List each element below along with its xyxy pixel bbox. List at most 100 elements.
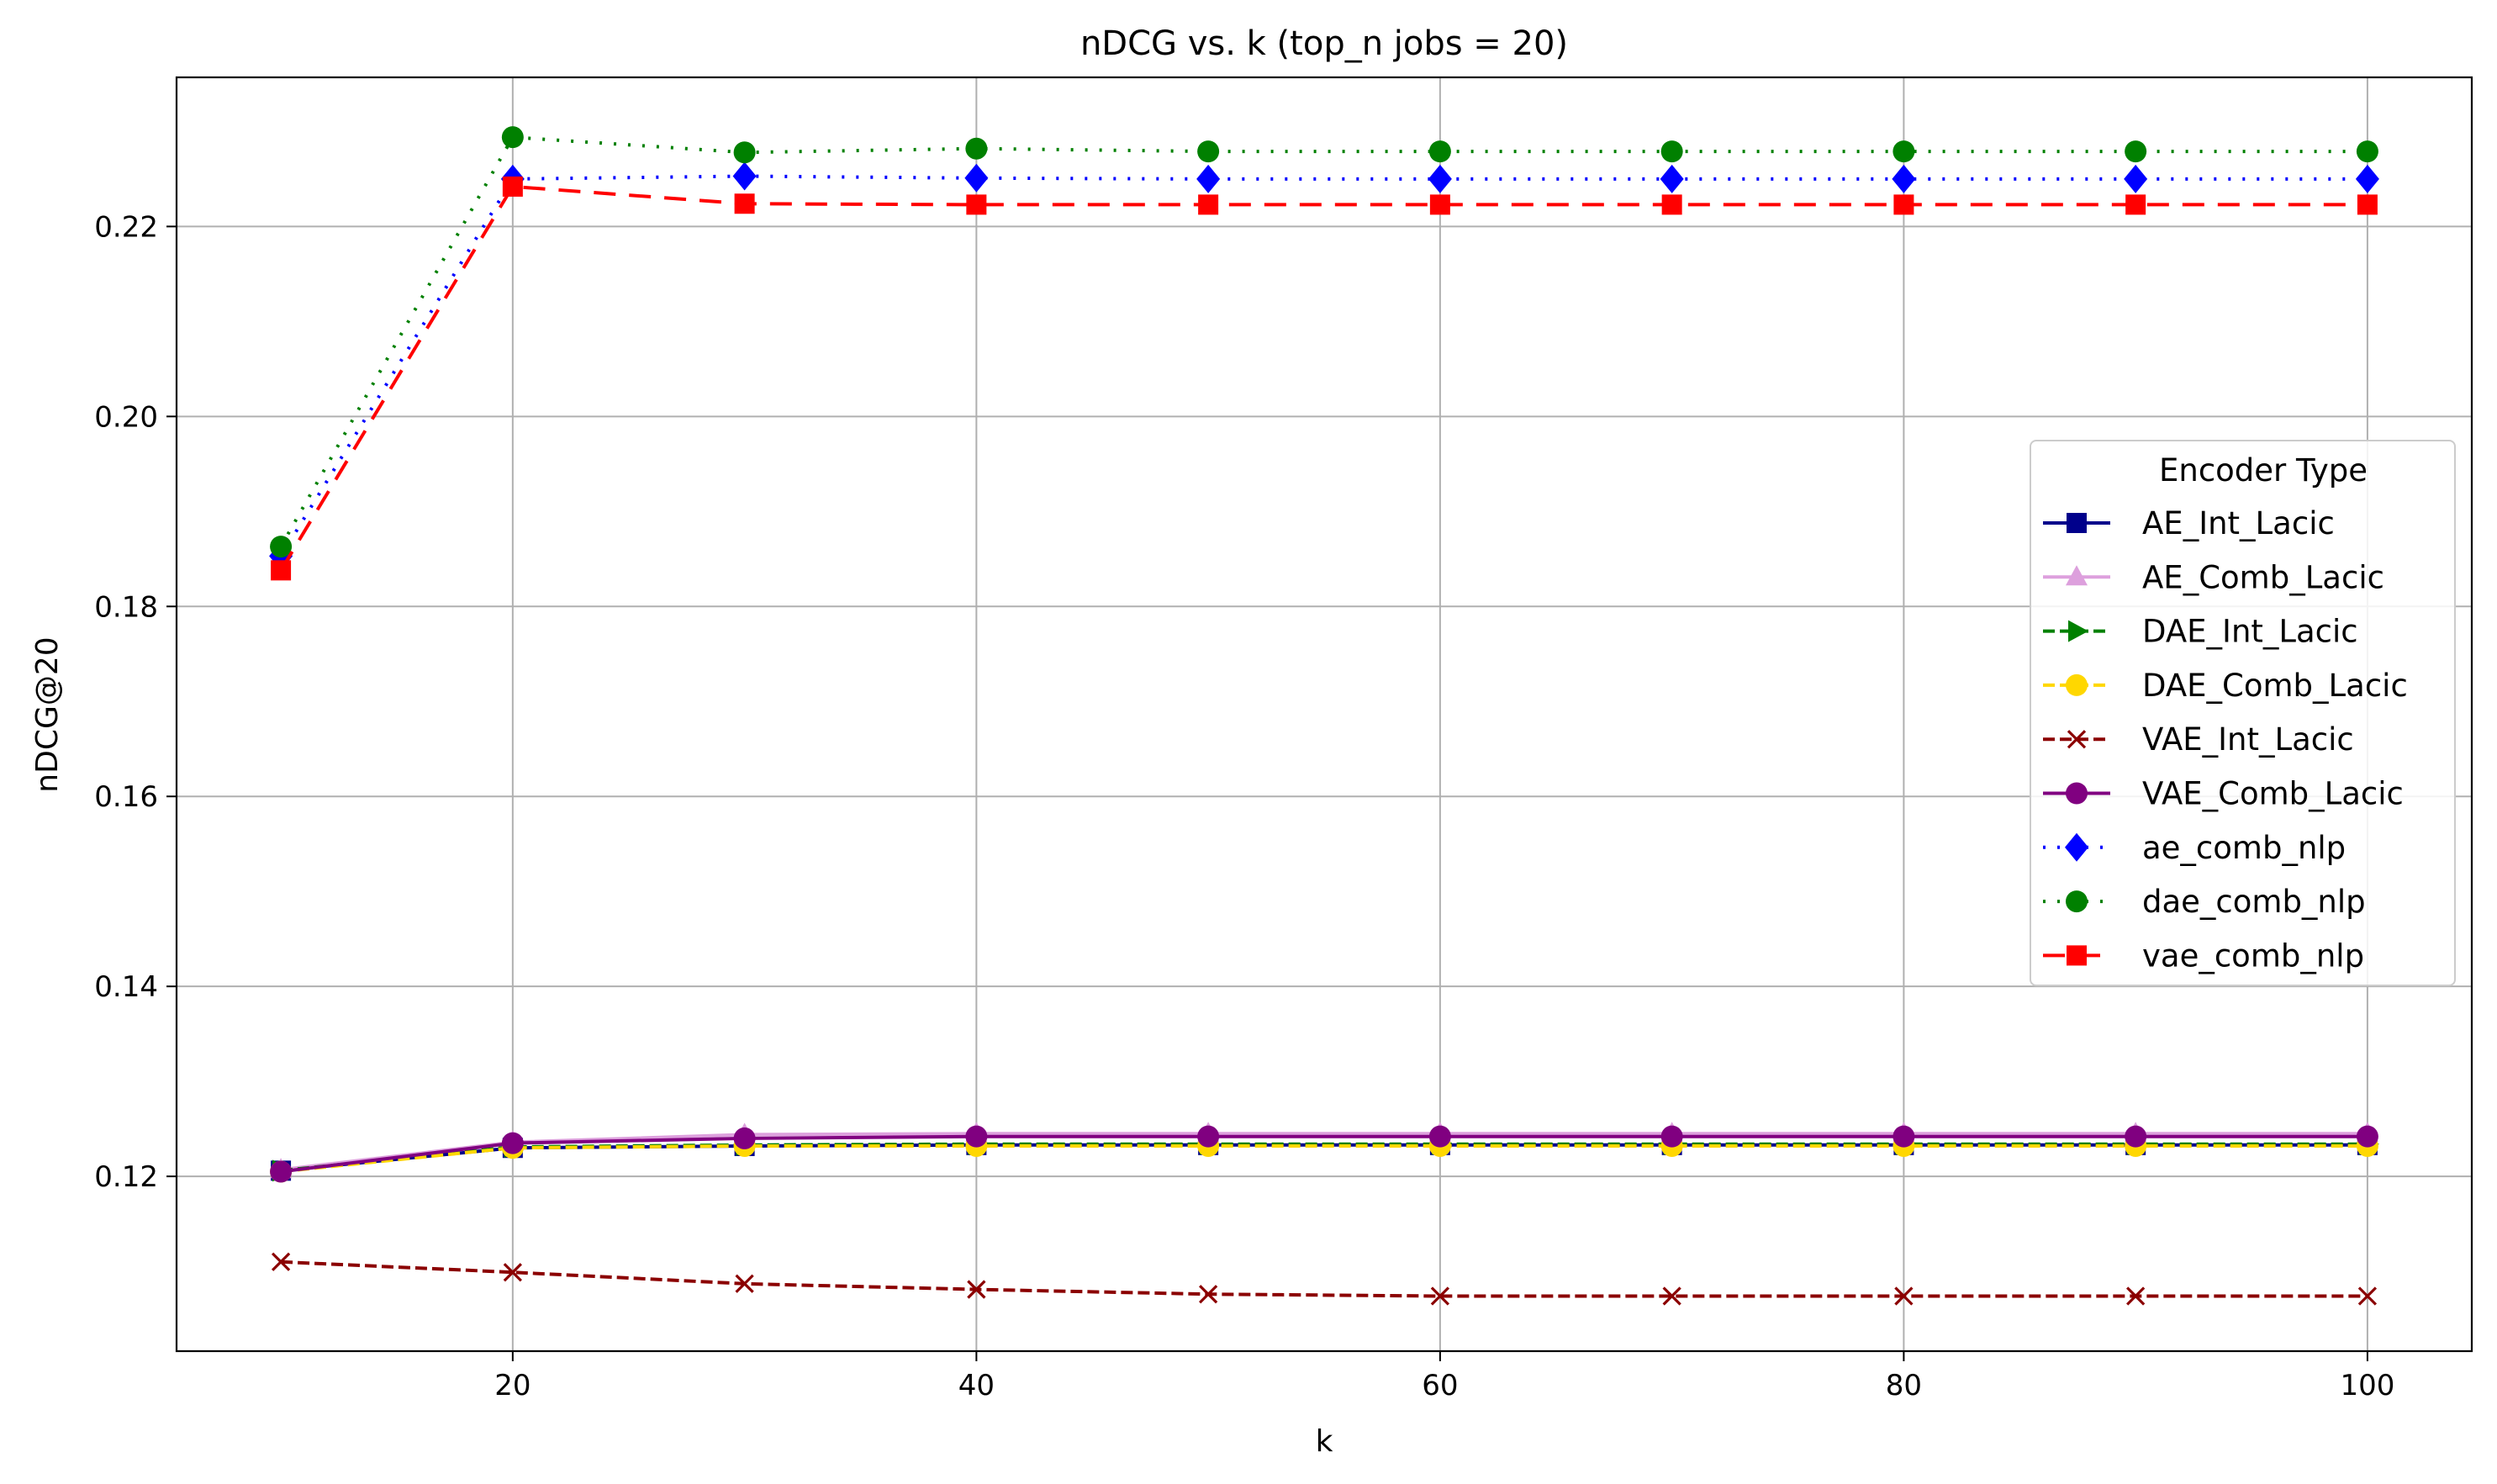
data-point — [1893, 194, 1914, 215]
data-point — [1196, 164, 1221, 193]
data-point — [1197, 1125, 1220, 1148]
y-tick-label: 0.20 — [94, 400, 158, 434]
legend-entry: DAE_Comb_Lacic — [2043, 668, 2408, 704]
data-point — [1893, 1125, 1915, 1148]
data-point — [1197, 140, 1220, 163]
axis-ticks: 20 40 60 80 100 0.12 0.14 0.16 0.18 0.20 0.22 — [94, 210, 2394, 1402]
series-vae_comb_nlp — [271, 176, 2378, 581]
legend-marker — [2066, 782, 2088, 805]
legend-marker — [2066, 890, 2088, 913]
data-point — [1661, 194, 1682, 215]
data-point — [1428, 164, 1452, 193]
plot-frame — [175, 76, 2473, 1353]
data-point — [967, 1280, 986, 1299]
legend-entry: ae_comb_nlp — [2043, 830, 2346, 866]
series-line — [279, 174, 2368, 557]
data-point — [964, 163, 989, 193]
legend-marker — [2066, 673, 2088, 696]
data-point — [1894, 1286, 1914, 1306]
y-tick-label: 0.22 — [94, 210, 158, 244]
data-point — [2357, 1286, 2378, 1306]
series-VAE_Comb_Lacic — [270, 1125, 2378, 1183]
chart-title: nDCG vs. k (top_n jobs = 20) — [1080, 24, 1568, 63]
legend-entry: vae_comb_nlp — [2043, 937, 2364, 974]
data-point — [1429, 194, 1450, 215]
data-point — [2356, 140, 2378, 163]
y-tick-label: 0.12 — [94, 1160, 158, 1194]
series-line — [280, 1144, 2368, 1174]
data-point — [1892, 164, 1916, 193]
legend-label: vae_comb_nlp — [2142, 937, 2364, 974]
legend-entry: AE_Int_Lacic — [2043, 505, 2335, 541]
data-point — [501, 1132, 524, 1154]
series-VAE_Int_Lacic — [271, 1252, 2378, 1306]
x-axis-label: k — [1316, 1424, 1333, 1459]
data-point — [502, 176, 523, 197]
series-line — [280, 1132, 2368, 1172]
data-point — [1198, 1285, 1218, 1304]
legend-entry: AE_Comb_Lacic — [2043, 559, 2384, 595]
legend-marker — [2067, 730, 2087, 749]
data-point — [2357, 194, 2378, 215]
data-point — [501, 126, 524, 149]
data-point — [270, 1160, 293, 1183]
data-point — [2124, 164, 2148, 193]
legend-label: DAE_Int_Lacic — [2142, 614, 2358, 650]
legend-marker — [2065, 832, 2088, 862]
data-point — [2355, 164, 2379, 193]
data-point — [270, 536, 293, 558]
data-point — [1660, 164, 1684, 193]
series-line — [281, 1260, 2368, 1298]
legend-label: VAE_Comb_Lacic — [2142, 776, 2404, 812]
data-point — [503, 1263, 522, 1282]
series-line — [279, 184, 2368, 572]
data-point — [1660, 1125, 1683, 1148]
legend-box — [2030, 440, 2456, 986]
data-point — [1662, 1286, 1681, 1306]
plot-series — [269, 126, 2379, 1306]
data-point — [966, 194, 987, 215]
data-point — [2125, 1125, 2147, 1148]
legend-entry: VAE_Comb_Lacic — [2043, 776, 2404, 812]
legend-label: VAE_Int_Lacic — [2142, 721, 2354, 758]
legend-marker — [2067, 945, 2087, 966]
series-line — [280, 1134, 2368, 1174]
data-point — [965, 137, 988, 160]
legend-entry: dae_comb_nlp — [2043, 884, 2366, 920]
legend-label: ae_comb_nlp — [2142, 830, 2346, 866]
x-tick-label: 60 — [1422, 1369, 1458, 1402]
y-tick-label: 0.14 — [94, 970, 158, 1004]
x-tick-label: 20 — [494, 1369, 531, 1402]
data-point — [2125, 140, 2147, 163]
legend-entry: DAE_Int_Lacic — [2043, 614, 2358, 650]
legend-title: Encoder Type — [2159, 452, 2368, 489]
data-point — [1428, 140, 1451, 163]
data-point — [1660, 140, 1683, 163]
legend-label: DAE_Comb_Lacic — [2142, 668, 2408, 704]
legend-label: dae_comb_nlp — [2142, 884, 2366, 920]
data-point — [735, 1274, 754, 1293]
data-point — [2125, 194, 2146, 215]
legend-entry: VAE_Int_Lacic — [2043, 721, 2354, 758]
data-point — [1430, 1286, 1450, 1306]
data-point — [1198, 194, 1219, 215]
x-tick-label: 40 — [958, 1369, 995, 1402]
series-dae_comb_nlp — [270, 126, 2378, 558]
data-point — [1428, 1125, 1451, 1148]
data-point — [2126, 1286, 2146, 1306]
legend-marker — [2068, 620, 2088, 642]
legend-marker — [2066, 565, 2088, 586]
data-point — [271, 1252, 291, 1271]
x-tick-label: 100 — [2340, 1369, 2394, 1402]
data-point — [1893, 140, 1915, 163]
data-point — [965, 1125, 988, 1148]
x-tick-label: 80 — [1886, 1369, 1922, 1402]
data-point — [732, 161, 757, 191]
data-point — [734, 193, 755, 214]
data-point — [733, 1127, 756, 1149]
legend: Encoder Type AE_Int_Lacic AE_Comb_Lacic DA… — [2030, 440, 2456, 986]
series-line — [279, 135, 2368, 548]
grid — [177, 77, 2472, 1351]
data-point — [271, 560, 292, 581]
